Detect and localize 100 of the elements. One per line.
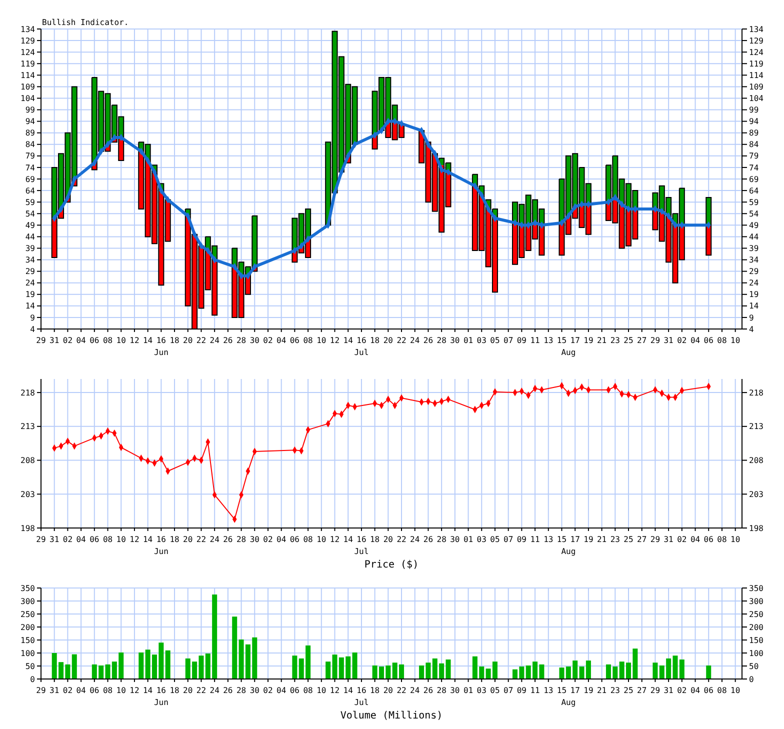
y2-tick-label: 74 [749, 163, 759, 172]
x-tick-label: 02 [62, 336, 73, 345]
x-tick-label: 20 [383, 534, 394, 544]
y-tick-label: 54 [25, 209, 36, 218]
y2-tick-label: 208 [749, 456, 764, 466]
x-tick-label: 24 [410, 686, 420, 695]
text: Jun [154, 698, 169, 707]
y-tick-label: 119 [20, 59, 36, 68]
x-tick-label: 18 [170, 534, 180, 544]
x-tick-label: 03 [476, 686, 487, 695]
x-tick-label: 19 [584, 336, 594, 345]
x-tick-label: 22 [396, 686, 407, 695]
x-tick-label: 04 [276, 534, 286, 544]
x-tick-label: 12 [130, 686, 140, 695]
x-tick-label: 24 [210, 534, 220, 544]
x-tick-label: 14 [143, 534, 153, 544]
y-tick-label: 350 [20, 584, 36, 593]
x-tick-label: 12 [330, 534, 340, 544]
x-tick-label: 02 [263, 686, 273, 695]
text: Jul [354, 698, 369, 707]
x-tick-label: 22 [396, 336, 407, 345]
y-tick-label: 114 [20, 70, 36, 80]
x-tick-label: 17 [570, 686, 580, 695]
x-tick-label: 28 [236, 336, 246, 345]
x-tick-label: 16 [156, 686, 166, 695]
x-tick-label: 21 [596, 534, 607, 544]
y-tick-label: 198 [20, 524, 36, 533]
x-tick-label: 17 [570, 336, 580, 345]
x-tick-label: 10 [730, 336, 740, 345]
x-tick-label: 31 [50, 534, 60, 544]
y2-tick-label: 200 [749, 622, 764, 632]
x-tick-label: 29 [650, 534, 660, 544]
y-tick-label: 109 [20, 82, 36, 92]
x-tick-label: 11 [530, 686, 540, 695]
x-tick-label: 06 [704, 534, 714, 544]
y2-tick-label: 198 [749, 524, 764, 533]
x-tick-label: 30 [450, 534, 460, 544]
x-tick-label: 06 [290, 534, 300, 544]
x-tick-label: 04 [690, 686, 700, 695]
x-tick-label: 04 [276, 336, 286, 345]
x-tick-label: 01 [463, 534, 474, 544]
x-tick-label: 29 [36, 686, 46, 695]
x-tick-label: 15 [556, 534, 567, 544]
y2-tick-label: 9 [749, 313, 754, 322]
x-tick-label: 12 [130, 534, 140, 544]
x-tick-label: 22 [196, 336, 206, 345]
x-tick-label: 31 [664, 686, 674, 695]
y2-tick-label: 129 [749, 36, 764, 46]
x-tick-label: 11 [530, 336, 540, 345]
x-tick-label: 15 [556, 336, 567, 345]
x-tick-label: 08 [102, 336, 113, 345]
x-tick-label: 18 [370, 336, 380, 345]
x-tick-label: 05 [490, 534, 500, 544]
x-tick-label: 28 [236, 534, 246, 544]
x-tick-label: 17 [570, 534, 580, 544]
x-tick-label: 31 [664, 534, 674, 544]
x-tick-label: 02 [62, 534, 73, 544]
x-tick-label: 26 [423, 336, 434, 345]
y2-tick-label: 203 [749, 490, 764, 499]
x-tick-label: 25 [624, 686, 634, 695]
x-tick-label: 09 [516, 686, 527, 695]
y-tick-label: 34 [25, 256, 36, 265]
y-tick-label: 4 [30, 324, 36, 334]
y-tick-label: 24 [25, 278, 36, 288]
y-tick-label: 100 [20, 648, 36, 658]
x-tick-label: 03 [476, 534, 487, 544]
y2-tick-label: 49 [749, 220, 759, 230]
x-tick-label: 07 [504, 336, 514, 345]
y-tick-label: 250 [20, 610, 36, 619]
y2-tick-label: 350 [749, 584, 764, 593]
x-tick-label: 10 [730, 534, 740, 544]
y-tick-label: 84 [25, 140, 36, 150]
x-tick-label: 22 [196, 686, 206, 695]
x-tick-label: 15 [556, 686, 567, 695]
x-tick-label: 04 [76, 686, 86, 695]
x-tick-label: 18 [170, 686, 180, 695]
x-tick-label: 04 [690, 534, 700, 544]
y-tick-label: 39 [25, 244, 36, 254]
x-tick-label: 14 [143, 336, 153, 345]
x-tick-label: 06 [704, 336, 714, 345]
x-tick-label: 13 [544, 336, 554, 345]
x-tick-label: 28 [236, 686, 246, 695]
y-tick-label: 50 [25, 662, 36, 671]
x-tick-label: 24 [410, 534, 420, 544]
y-tick-label: 19 [25, 290, 36, 300]
y2-tick-label: 24 [749, 278, 759, 288]
x-tick-label: 29 [36, 534, 46, 544]
y2-tick-label: 14 [749, 302, 759, 311]
y-tick-label: 300 [20, 596, 36, 606]
x-tick-label: 29 [36, 336, 46, 345]
x-tick-label: 24 [210, 686, 220, 695]
y2-tick-label: 104 [749, 94, 764, 104]
y-tick-label: 79 [25, 152, 36, 161]
x-tick-label: 04 [276, 686, 286, 695]
x-tick-label: 08 [717, 686, 727, 695]
x-tick-label: 30 [450, 336, 460, 345]
x-tick-label: 13 [544, 686, 554, 695]
x-tick-label: 02 [62, 686, 73, 695]
text: Jun [154, 348, 169, 357]
y-tick-label: 94 [25, 117, 36, 126]
